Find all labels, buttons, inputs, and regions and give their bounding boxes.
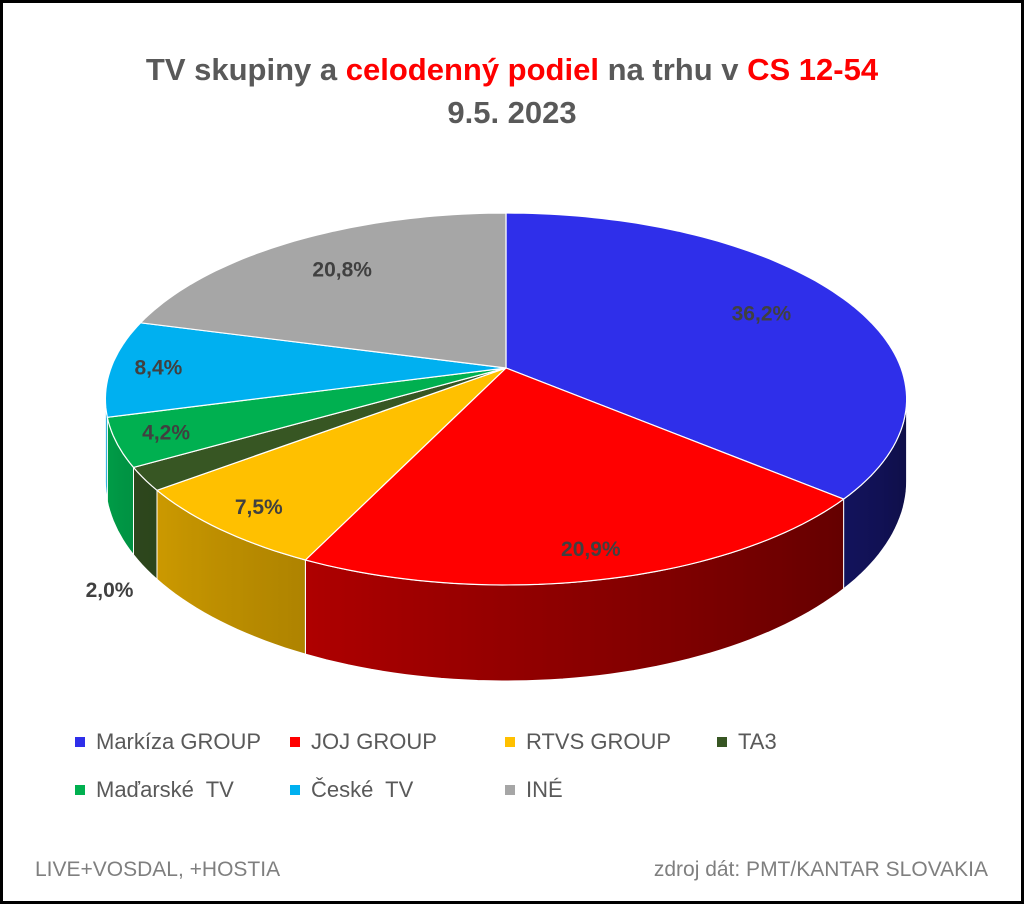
pie-slice-ceske-tv [104, 322, 507, 418]
legend-swatch [290, 737, 300, 747]
legend-item-madarske-tv: Maďarské TV [75, 777, 234, 803]
data-label-ceske-tv: 8,4% [134, 357, 182, 380]
legend-swatch [717, 737, 727, 747]
data-label-ine: 20,8% [312, 259, 372, 282]
data-label-markiza-group: 36,2% [732, 302, 792, 325]
footer-source: zdroj dát: PMT/KANTAR SLOVAKIA [653, 858, 988, 881]
data-label-ta3: 2,0% [86, 579, 134, 602]
legend-label: Maďarské TV [96, 777, 234, 802]
title-part: na trhu v [598, 52, 748, 87]
legend-label: INÉ [526, 777, 563, 802]
pie-slice-ine [140, 212, 507, 369]
pie-slice-madarske-tv [106, 367, 507, 468]
title-part-highlight: celodenný podiel [345, 52, 599, 87]
legend-item-joj-group: JOJ GROUP [290, 729, 437, 755]
legend-swatch [505, 785, 515, 795]
data-label-madarske-tv: 4,2% [142, 422, 190, 445]
legend-item-rtvs-group: RTVS GROUP [505, 729, 671, 755]
legend-label: TA3 [738, 729, 777, 754]
data-label-rtvs-group: 7,5% [235, 496, 283, 519]
legend-swatch [290, 785, 300, 795]
pie-slice-rtvs-group [156, 367, 507, 561]
pie-data-labels: 36,2% 20,9% 7,5% 2,0% 4,2% 8,4% 20,8% [86, 259, 792, 602]
legend-item-ceske-tv: České TV [290, 777, 413, 803]
data-label-joj-group: 20,9% [561, 538, 621, 561]
chart-subtitle: 9.5. 2023 [447, 95, 577, 130]
footer-note: LIVE+VOSDAL, +HOSTIA [35, 858, 281, 881]
legend-swatch [505, 737, 515, 747]
title-part-highlight: CS 12-54 [747, 52, 879, 87]
legend-label: Markíza GROUP [96, 729, 262, 754]
legend-swatch [75, 785, 85, 795]
chart-title: TV skupiny a celodenný podiel na trhu v … [0, 48, 1024, 134]
pie-slice-markiza-group [505, 212, 908, 500]
pie-slice-ta3 [132, 367, 507, 491]
legend-label: JOJ GROUP [311, 729, 437, 754]
legend-swatch [75, 737, 85, 747]
title-part: TV skupiny a [145, 52, 346, 87]
legend-label: RTVS GROUP [526, 729, 672, 754]
pie-top-faces [104, 212, 908, 586]
legend-item-ta3: TA3 [717, 729, 777, 755]
pie-slice-joj-group [304, 367, 845, 586]
legend-item-markiza-group: Markíza GROUP [75, 729, 261, 755]
legend-item-ine: INÉ [505, 777, 563, 803]
legend-label: České TV [311, 777, 414, 802]
chart-title-line: TV skupiny a celodenný podiel na trhu v … [0, 48, 1024, 91]
